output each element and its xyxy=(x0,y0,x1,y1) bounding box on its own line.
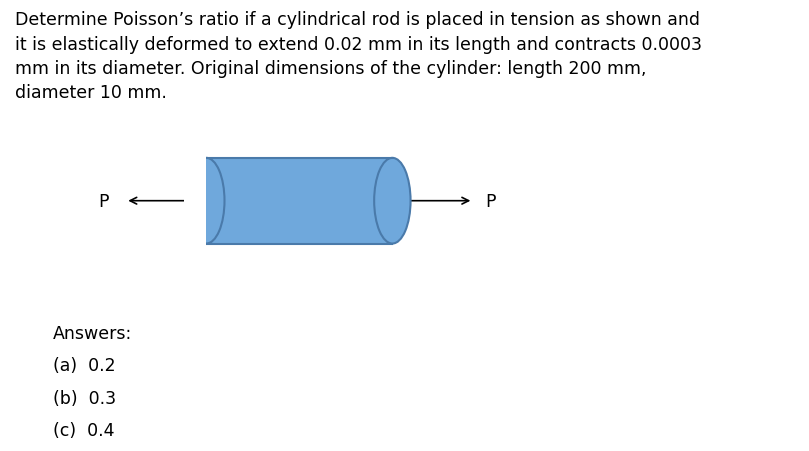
Text: P: P xyxy=(485,193,496,211)
Text: (b)  0.3: (b) 0.3 xyxy=(53,390,116,408)
Ellipse shape xyxy=(374,158,410,244)
Text: P: P xyxy=(99,193,109,211)
Text: Answers:: Answers: xyxy=(53,325,132,343)
Text: (c)  0.4: (c) 0.4 xyxy=(53,422,114,440)
Text: (a)  0.2: (a) 0.2 xyxy=(53,357,115,375)
Ellipse shape xyxy=(188,158,224,244)
Text: Determine Poisson’s ratio if a cylindrical rod is placed in tension as shown and: Determine Poisson’s ratio if a cylindric… xyxy=(15,11,701,102)
Bar xyxy=(184,153,206,248)
Bar xyxy=(206,158,392,244)
